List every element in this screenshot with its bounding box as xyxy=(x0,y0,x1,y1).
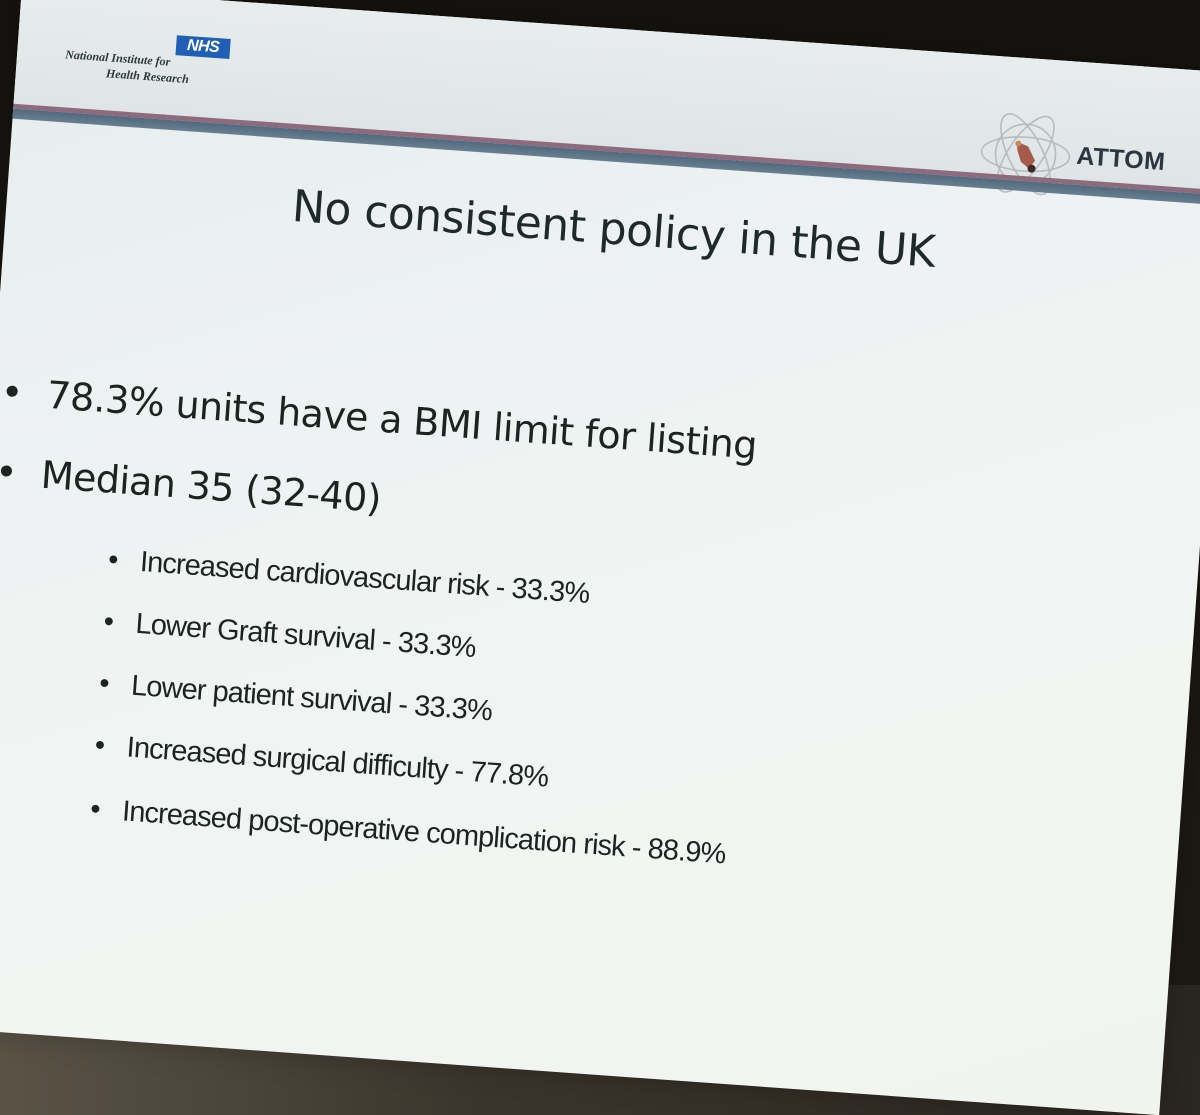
sub-bullet-text: Lower patient survival - 33.3% xyxy=(130,669,493,728)
bullet-item: • Median 35 (32-40) xyxy=(0,449,382,521)
sub-bullet-text: Increased post-operative complication ri… xyxy=(121,795,727,871)
sub-bullet-item: • Increased surgical difficulty - 77.8% xyxy=(93,729,550,794)
bullet-dot: • xyxy=(107,543,119,577)
bullet-item: • 78.3% units have a BMI limit for listi… xyxy=(0,370,758,468)
sub-bullet-item: • Increased post-operative complication … xyxy=(89,793,726,871)
bullet-dot: • xyxy=(98,667,110,700)
bullet-dot: • xyxy=(89,793,101,826)
sub-bullet-text: Increased cardiovascular risk - 33.3% xyxy=(138,545,591,611)
attom-emblem-icon xyxy=(980,113,1071,196)
sub-bullet-item: • Lower patient survival - 33.3% xyxy=(98,667,493,728)
bullet-dot: • xyxy=(0,449,19,495)
sub-bullet-text: Lower Graft survival - 33.3% xyxy=(134,607,477,665)
bullet-dot: • xyxy=(0,369,25,416)
sub-bullet-item: • Lower Graft survival - 33.3% xyxy=(103,606,477,666)
bullet-text: Median 35 (32-40) xyxy=(39,452,383,521)
bullet-dot: • xyxy=(93,729,106,762)
nhs-logo: NHS xyxy=(175,35,231,60)
sub-bullet-item: • Increased cardiovascular risk - 33.3% xyxy=(107,544,590,611)
bullet-dot: • xyxy=(102,605,115,639)
sub-bullet-text: Increased surgical difficulty - 77.8% xyxy=(125,731,550,794)
bullet-text: 78.3% units have a BMI limit for listing xyxy=(45,372,759,468)
